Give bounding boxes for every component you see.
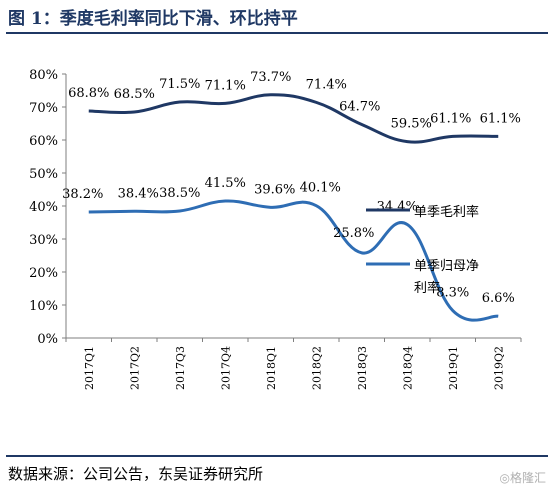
- data-label: 40.1%: [300, 181, 341, 196]
- data-label: 73.7%: [250, 70, 291, 85]
- x-tick-label: 2017Q2: [128, 346, 141, 390]
- data-source-note: 数据来源：公司公告，东吴证券研究所: [8, 465, 264, 483]
- data-label: 41.5%: [205, 176, 246, 191]
- data-label: 71.5%: [159, 77, 200, 92]
- y-tick-label: 10%: [29, 299, 58, 314]
- x-tick-label: 2018Q2: [310, 346, 323, 390]
- data-label: 25.8%: [333, 226, 374, 241]
- data-label: 38.2%: [62, 187, 103, 202]
- data-label: 61.1%: [430, 111, 471, 126]
- data-label: 68.8%: [68, 86, 109, 101]
- data-label: 61.1%: [480, 111, 521, 126]
- x-tick-label: 2017Q4: [219, 346, 232, 390]
- data-label: 64.7%: [339, 99, 380, 114]
- y-tick-label: 60%: [29, 134, 58, 149]
- x-tick-label: 2017Q3: [174, 346, 187, 390]
- legend-label: 单季归母净: [414, 259, 479, 274]
- x-tick-label: 2019Q1: [447, 346, 460, 390]
- y-tick-label: 50%: [29, 167, 58, 182]
- legend-label: 单季毛利率: [414, 204, 479, 220]
- data-label: 39.6%: [254, 182, 295, 197]
- y-tick-label: 20%: [29, 266, 58, 281]
- y-tick-label: 0%: [37, 332, 58, 347]
- y-tick-label: 80%: [29, 68, 58, 83]
- footer-divider: [6, 455, 548, 457]
- x-tick-label: 2017Q1: [83, 346, 96, 390]
- x-tick-label: 2019Q2: [492, 346, 505, 390]
- chart-series: [88, 93, 499, 322]
- legend-label: 利率: [414, 280, 440, 296]
- data-label: 8.3%: [436, 286, 469, 301]
- data-label: 59.5%: [391, 117, 432, 132]
- series-line-gross-margin: [88, 93, 499, 144]
- x-tick-label: 2018Q3: [356, 346, 369, 390]
- data-label: 34.4%: [377, 199, 418, 214]
- watermark: ◎格隆汇: [499, 471, 546, 485]
- data-label: 71.4%: [306, 77, 347, 92]
- y-tick-label: 70%: [29, 101, 58, 116]
- figure-title: 图 1：季度毛利率同比下滑、环比持平: [8, 9, 298, 29]
- x-tick-label: 2018Q4: [401, 346, 414, 390]
- title-divider: [6, 32, 548, 34]
- series-line-net-margin: [88, 199, 499, 322]
- data-label: 6.6%: [482, 291, 515, 306]
- data-label: 38.4%: [118, 186, 159, 201]
- y-tick-label: 30%: [29, 233, 58, 248]
- chart-axes: 0% 10% 20% 30% 40% 50% 60% 70% 80% 2017Q1 2017Q2 20…: [29, 68, 522, 390]
- data-label: 71.1%: [205, 78, 246, 93]
- data-label: 68.5%: [114, 87, 155, 102]
- data-label: 38.5%: [159, 186, 200, 201]
- y-tick-label: 40%: [29, 200, 58, 215]
- x-tick-label: 2018Q1: [265, 346, 278, 390]
